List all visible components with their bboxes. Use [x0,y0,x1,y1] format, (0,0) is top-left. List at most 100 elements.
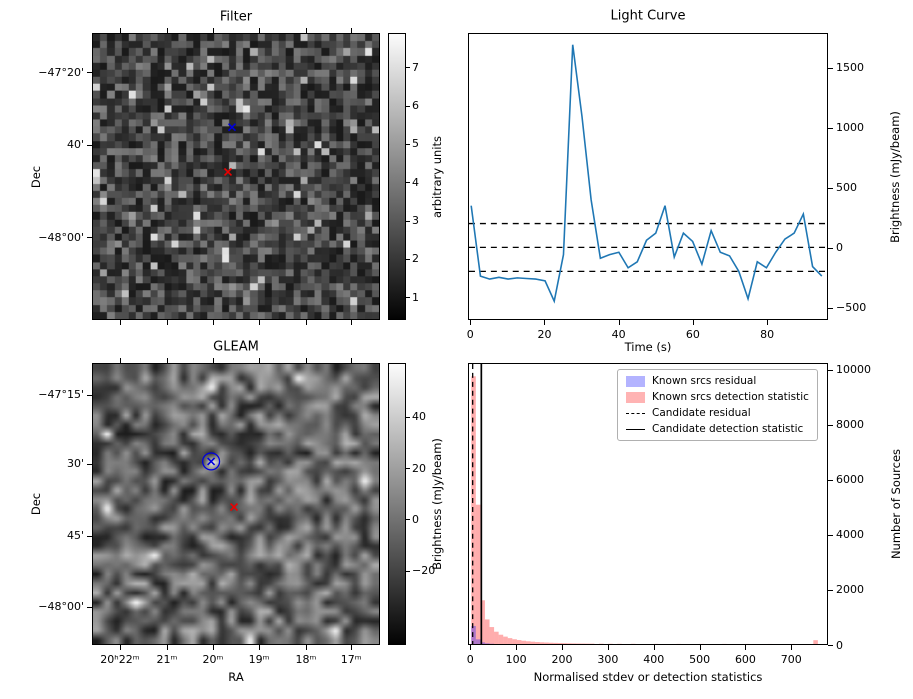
legend-patch-swatch [626,391,645,403]
hist-ytick-label: 10000 [836,363,871,377]
hist-xtick-label: 0 [466,653,474,666]
legend-label: Known srcs residual [652,375,757,387]
hist-bar [813,640,818,644]
lc-xtick-label: 40 [611,328,626,341]
light-curve-xlabel: Time (s) [624,340,672,354]
hist-xtick-label: 700 [780,653,802,666]
filter-colorbar-tick-mark [406,258,410,260]
filter-noise-image [93,34,379,319]
gleam-ytick-label: −48°00' [38,600,84,614]
lc-x-tick-mark [544,320,546,325]
light-curve-line [470,44,823,304]
gleam-x-tick-mark [119,358,121,363]
filter-marker-overlay [223,123,237,176]
lc-x-tick-mark [470,320,472,325]
filter-colorbar-tick-label: 7 [412,60,419,74]
lc-xtick-label: 0 [466,328,474,341]
light-curve-title: Light Curve [610,8,686,24]
legend-label: Known srcs detection statistic [652,391,809,403]
lc-y-tick-mark [828,67,833,69]
hist-bar [548,642,554,644]
filter-image-panel [92,33,380,320]
gleam-ytick-label: 30' [66,457,84,471]
hist-bar [484,619,490,644]
filter-colorbar-tick-label: 5 [412,137,419,151]
gleam-colorbar-tick-label: 40 [412,410,426,424]
filter-x-tick-mark [166,320,168,325]
filter-ytick-label: 40' [66,138,84,152]
filter-x-tick-mark [259,320,261,325]
hist-y-tick-mark [828,369,833,371]
lc-y-tick-mark [828,127,833,129]
filter-x-tick-mark [351,28,353,33]
gleam-ytick-label: 45' [66,529,84,543]
hist-xtick-label: 200 [551,653,573,666]
blue-circle-x-marker [207,457,216,466]
gleam-colorbar-tick-label: 20 [412,461,426,475]
filter-colorbar-label: arbitrary units [430,135,444,219]
red-x-marker [223,167,233,176]
hist-x-tick-mark [516,645,518,650]
gleam-colorbar-tick-label: −20 [412,564,436,578]
hist-bar [471,625,476,644]
blue-circle-x-marker-circle [202,452,221,471]
hist-bar [512,639,517,644]
hist-bar [475,639,481,644]
hist-x-tick-mark [653,645,655,650]
hist-bar [503,636,508,644]
filter-x-tick-mark [305,28,307,33]
legend-patch-swatch [626,375,645,387]
hist-bar [521,640,527,644]
hist-bar [571,643,577,644]
hist-bar [544,642,549,644]
filter-y-tick-mark [87,237,92,239]
filter-x-tick-mark [119,320,121,325]
hist-ytick-label: 8000 [836,418,864,432]
blue-x-marker [227,123,237,132]
filter-x-tick-mark [259,28,261,33]
gleam-x-tick-mark [259,645,261,650]
hist-x-tick-mark [470,645,472,650]
gleam-colorbar-tick-mark [406,416,410,418]
filter-ytick-label: −47°20' [38,65,84,79]
hist-bar [475,504,481,644]
hist-x-tick-mark [562,645,563,650]
filter-colorbar-tick-label: 1 [412,290,419,304]
gleam-marker-overlay [202,452,239,512]
filter-colorbar-tick-mark [406,143,410,145]
filter-colorbar-tick-mark [406,182,410,184]
lc-y-tick-mark [828,187,833,189]
hist-bar [576,643,581,644]
hist-bar [562,643,568,644]
filter-ytick-label: −48°00' [38,230,84,244]
legend-label: Candidate residual [652,407,751,419]
hist-ytick-label: 0 [836,638,843,652]
hist-bar [484,643,490,644]
gleam-colorbar-tick-mark [406,468,410,470]
hist-bar [471,376,476,644]
hist-y-tick-mark [828,534,833,536]
hist-y-tick-mark [828,424,833,426]
gleam-xtick-label: 21ᵐ [156,653,178,666]
filter-y-tick-mark [87,144,92,146]
hist-y-tick-mark [828,479,833,481]
hist-bar [494,631,499,644]
lc-ytick-label: 1500 [836,61,864,75]
gleam-colorbar [388,363,406,645]
filter-x-tick-mark [305,320,307,325]
gleam-x-tick-mark [119,645,121,650]
hist-bar [557,643,563,644]
lc-x-tick-mark [618,320,620,325]
filter-colorbar [388,33,406,320]
light-curve-panel [468,33,828,320]
histogram-legend: Known srcs residual Known srcs detection … [617,369,818,441]
gleam-x-tick-mark [351,645,353,650]
lc-xtick-label: 80 [760,328,775,341]
gleam-colorbar-tick-label: 0 [412,512,419,526]
hist-bar [567,643,572,644]
hist-xtick-label: 300 [597,653,619,666]
filter-colorbar-tick-label: 3 [412,214,419,227]
hist-xtick-label: 600 [734,653,756,666]
histogram-xlabel: Normalised stdev or detection statistics [533,670,763,684]
